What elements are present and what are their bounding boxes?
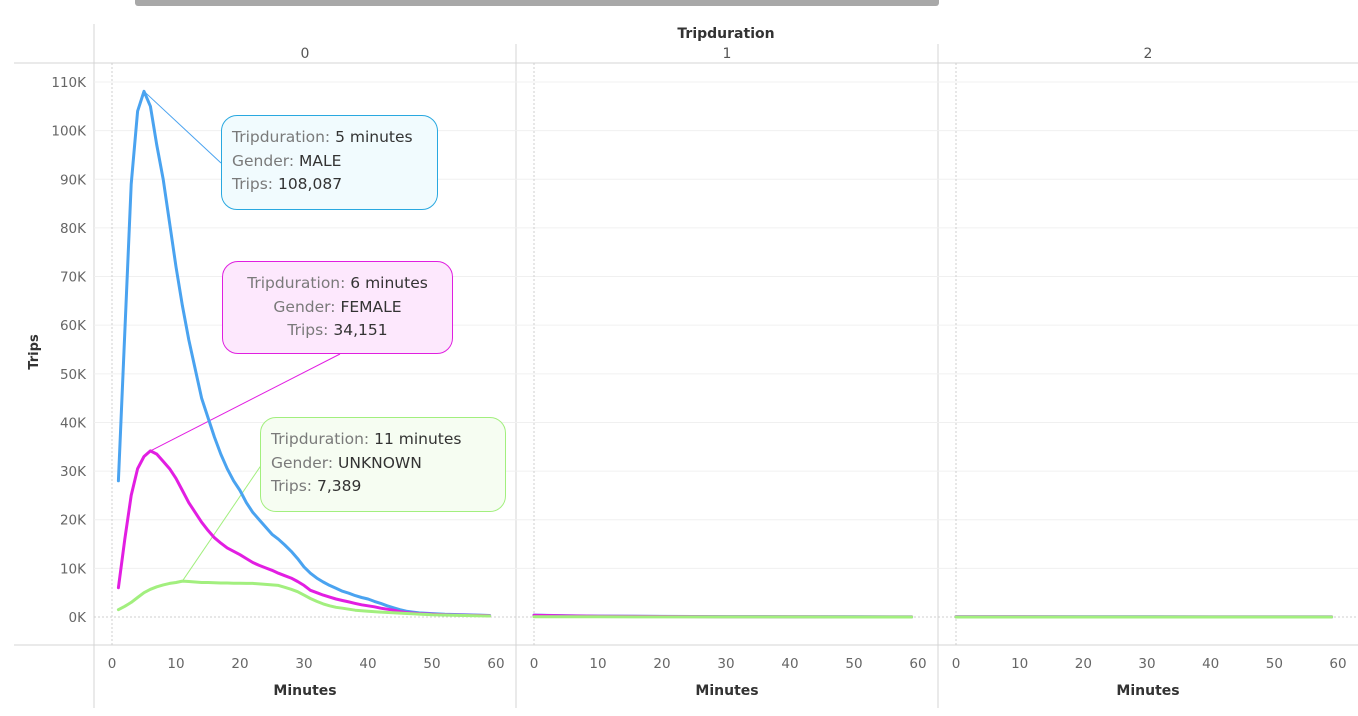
annotation-value: 108,087 [277, 175, 343, 193]
x-tick-label: 0 [952, 656, 961, 672]
panel-header: 0 [301, 46, 310, 62]
annotation-value: FEMALE [340, 297, 402, 316]
x-tick-label: 40 [1202, 656, 1219, 672]
annotation-label: Tripduration: [247, 274, 346, 292]
annotation-value: 6 minutes [350, 274, 428, 292]
series-line-male [116, 89, 492, 617]
annotation-label: Gender: [232, 151, 295, 170]
annotation-value: MALE [299, 151, 342, 170]
annotation-line: Trips: 7,389 [271, 475, 495, 499]
annotation-label: Gender: [273, 297, 336, 316]
annotation-label: Tripduration: [232, 128, 331, 146]
x-tick-label: 60 [909, 656, 926, 672]
annotation-female: Tripduration: 6 minutes Gender: FEMALE T… [222, 261, 453, 354]
x-tick-label: 60 [487, 656, 504, 672]
x-tick-label: 20 [653, 656, 670, 672]
x-tick-label: 0 [530, 656, 539, 672]
annotation-line: Gender: UNKNOWN [271, 452, 495, 476]
y-tick-label: 110K [51, 75, 87, 91]
y-tick-label: 90K [60, 172, 87, 188]
series-lines [116, 89, 1334, 619]
x-tick-label: 30 [1138, 656, 1155, 672]
x-tick-label: 20 [231, 656, 248, 672]
annotation-label: Trips: [271, 477, 313, 495]
horizontal-scrollbar[interactable] [135, 0, 939, 6]
annotation-line: Tripduration: 5 minutes [232, 126, 427, 150]
annotation-value: 34,151 [333, 321, 388, 339]
annotation-line: Tripduration: 11 minutes [271, 428, 495, 452]
annotation-label: Trips: [232, 175, 274, 193]
annotation-line: Trips: 34,151 [233, 319, 442, 343]
x-tick-label: 10 [1011, 656, 1028, 672]
x-tick-label: 0 [108, 656, 117, 672]
series-line-female [116, 449, 492, 618]
x-tick-label: 10 [167, 656, 184, 672]
x-tick-label: 50 [1266, 656, 1283, 672]
y-axis-label: Trips [27, 334, 42, 370]
annotation-label: Gender: [271, 453, 334, 472]
series-line-unknown [116, 579, 492, 618]
x-tick-label: 60 [1329, 656, 1346, 672]
annotation-leader-male [143, 90, 222, 164]
annotation-value: UNKNOWN [338, 453, 422, 472]
x-tick-label: 10 [589, 656, 606, 672]
y-tick-label: 50K [60, 367, 87, 383]
annotation-label: Tripduration: [271, 430, 370, 448]
panel-header: 1 [723, 46, 732, 62]
y-tick-label: 60K [60, 318, 87, 334]
annotation-value: 11 minutes [374, 430, 462, 448]
x-tick-label: 40 [781, 656, 798, 672]
chart-frame [14, 24, 1358, 708]
annotation-line: Gender: MALE [232, 150, 427, 174]
column-field-header: Tripduration [677, 26, 774, 42]
y-tick-label: 0K [69, 610, 88, 626]
annotation-unknown: Tripduration: 11 minutes Gender: UNKNOWN… [260, 417, 506, 512]
annotation-line: Gender: FEMALE [233, 296, 442, 320]
panel-header: 2 [1144, 46, 1153, 62]
y-tick-label: 70K [60, 270, 87, 286]
tick-labels: 0K 10K 20K 30K 40K 50K 60K 70K 80K 90K 100K 110K 0 0 1… [51, 46, 1346, 699]
y-tick-label: 80K [60, 221, 87, 237]
annotation-value: 7,389 [316, 477, 362, 495]
x-tick-label: 30 [717, 656, 734, 672]
annotation-leader-female [150, 353, 341, 452]
x-axis-label: Minutes [273, 683, 336, 699]
annotation-leader-unknown [181, 463, 263, 582]
x-tick-label: 20 [1075, 656, 1092, 672]
y-tick-label: 20K [60, 513, 87, 529]
y-tick-label: 30K [60, 464, 87, 480]
annotation-line: Trips: 108,087 [232, 173, 427, 197]
annotation-line: Tripduration: 6 minutes [233, 272, 442, 296]
x-axis-label: Minutes [1116, 683, 1179, 699]
x-axis-label: Minutes [695, 683, 758, 699]
annotation-leader-lines [143, 90, 341, 582]
y-tick-label: 40K [60, 415, 87, 431]
annotation-male: Tripduration: 5 minutes Gender: MALE Tri… [221, 115, 438, 210]
y-tick-label: 100K [51, 124, 87, 140]
annotation-value: 5 minutes [335, 128, 413, 146]
annotation-label: Trips: [287, 321, 329, 339]
x-tick-label: 50 [423, 656, 440, 672]
x-tick-label: 30 [295, 656, 312, 672]
x-tick-label: 50 [845, 656, 862, 672]
y-tick-label: 10K [60, 561, 87, 577]
x-tick-label: 40 [359, 656, 376, 672]
